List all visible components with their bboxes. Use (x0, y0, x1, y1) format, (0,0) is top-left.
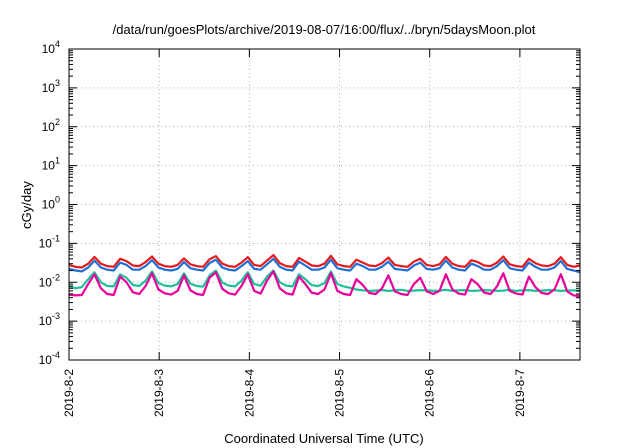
axis-ticks (68, 48, 580, 361)
grid-lines (69, 49, 580, 360)
y-tick-label: 103 (42, 78, 60, 95)
y-tick-label: 104 (42, 39, 60, 56)
x-tick-label: 2019-8-7 (513, 369, 527, 417)
y-tick-label: 10-1 (39, 233, 60, 250)
x-tick-label: 2019-8-5 (333, 369, 347, 417)
x-tick-label: 2019-8-2 (62, 369, 76, 417)
y-tick-labels: 10-4 10-3 10-2 10-1 100 101 102 103 104 (39, 39, 60, 367)
x-tick-label: 2019-8-4 (242, 369, 256, 417)
y-axis-label: cGy/day (19, 181, 34, 229)
y-tick-label: 101 (42, 156, 60, 173)
y-tick-label: 102 (42, 117, 60, 134)
y-tick-label: 10-4 (39, 350, 60, 367)
y-tick-label: 10-3 (39, 311, 60, 328)
y-tick-label: 100 (42, 195, 60, 212)
x-tick-label: 2019-8-6 (423, 369, 437, 417)
chart-title: /data/run/goesPlots/archive/2019-08-07/1… (113, 22, 536, 37)
series-line-4 (68, 270, 581, 298)
series-line-2 (68, 257, 581, 274)
series-line-3 (68, 269, 581, 292)
series-group (68, 254, 581, 298)
y-tick-label: 10-2 (39, 272, 60, 289)
series-line-1 (68, 254, 581, 269)
x-axis-label: Coordinated Universal Time (UTC) (224, 431, 423, 446)
x-tick-label: 2019-8-3 (152, 369, 166, 417)
x-tick-labels: 2019-8-2 2019-8-3 2019-8-4 2019-8-5 2019-8-6… (62, 369, 527, 417)
